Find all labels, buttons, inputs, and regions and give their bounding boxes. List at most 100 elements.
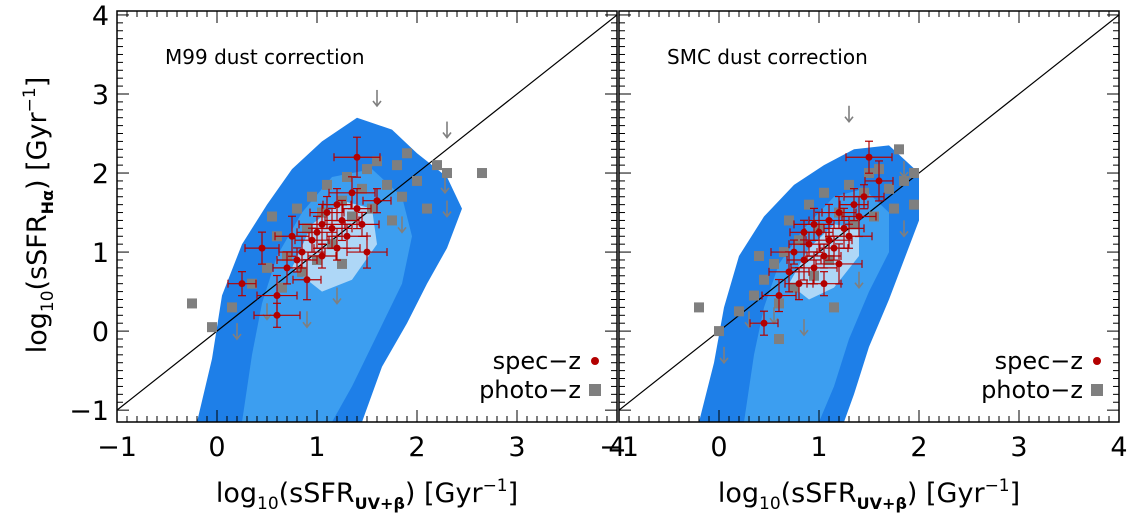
spec-z-point [819, 235, 849, 261]
y-tick-label: 3 [92, 80, 109, 111]
spec-z-point [843, 184, 885, 210]
spec-z-marker [820, 280, 828, 288]
upper-limit-arrow [844, 105, 854, 124]
arrow-head [302, 321, 312, 329]
spec-z-marker [815, 228, 823, 236]
spec-z-point [825, 223, 873, 249]
y-tick-label: 4 [92, 1, 109, 32]
upper-limit-arrow [899, 220, 909, 238]
arrow-head [440, 187, 450, 195]
photo-z-point [362, 164, 372, 175]
spec-z-marker [790, 248, 798, 256]
photo-z-point [819, 187, 829, 198]
spec-z-marker [293, 256, 301, 264]
spec-z-point [749, 310, 779, 336]
arrow-head [397, 226, 407, 234]
x-tick-label: 0 [710, 432, 727, 463]
arrow-head [854, 282, 864, 290]
photo-z-point [347, 211, 357, 222]
legend-photo-z-label: photo−z [479, 376, 581, 404]
upper-limit-arrow [440, 176, 450, 195]
photo-z-point [372, 156, 382, 167]
photo-z-point [307, 191, 317, 202]
x-title-end: ] [1010, 478, 1021, 509]
spec-z-marker [825, 236, 833, 244]
photo-z-point [829, 302, 839, 313]
spec-z-marker [358, 220, 366, 228]
x-tick-label: 1 [810, 432, 827, 463]
x-tick-label: 3 [1010, 432, 1027, 463]
panel-title: SMC dust correction [667, 45, 868, 69]
upper-limit-arrow [899, 161, 909, 179]
panel-title: M99 dust correction [165, 45, 365, 69]
y-axis-title: log10(sSFRHα) [Gyr−1] [20, 77, 58, 354]
spec-z-point [768, 251, 810, 293]
spec-z-marker [835, 209, 843, 217]
photo-z-point [789, 282, 799, 293]
legend-photo-z-marker [589, 384, 601, 396]
photo-z-point [889, 203, 899, 214]
spec-z-marker [273, 311, 281, 319]
spec-z-point [227, 271, 257, 297]
spec-z-point [815, 243, 863, 285]
photo-z-point [849, 219, 859, 230]
photo-z-point [909, 168, 919, 179]
spec-z-marker [800, 256, 808, 264]
spec-z-marker [323, 209, 331, 217]
y-tick-label: 2 [92, 159, 109, 190]
spec-z-marker [820, 252, 828, 260]
photo-z-point [909, 199, 919, 210]
x-axis-title-right: log10(sSFRUV+β) [Gyr−1] [718, 476, 1020, 514]
photo-z-point [357, 183, 367, 194]
photo-z-point [297, 266, 307, 277]
spec-z-marker [865, 153, 873, 161]
upper-limit-arrow [799, 319, 809, 337]
upper-limit-arrow [372, 89, 382, 108]
svg-text:log10(sSFRUV+β) [Gyr−1]: log10(sSFRUV+β) [Gyr−1] [718, 476, 1020, 514]
spec-z-point [342, 187, 372, 230]
spec-z-point [272, 251, 302, 285]
spec-z-point [344, 211, 380, 238]
x-title-index: UV+β [355, 494, 405, 513]
photo-z-point [267, 211, 277, 222]
svg-text:log10(sSFRHα) [Gyr−1]: log10(sSFRHα) [Gyr−1] [20, 77, 58, 354]
photo-z-point [734, 306, 744, 317]
spec-z-marker [313, 228, 321, 236]
photo-z-point [422, 203, 432, 214]
spec-z-marker [343, 232, 351, 240]
photo-z-point [432, 160, 442, 171]
plot-area [117, 14, 617, 422]
legend-spec-z-label: spec−z [995, 347, 1083, 375]
photo-z-point [277, 282, 287, 293]
x-tick-label: −1 [97, 432, 137, 463]
arrow-head [899, 171, 909, 179]
photo-z-point [382, 179, 392, 190]
photo-z-point [322, 179, 332, 190]
x-title-index: UV+β [857, 494, 907, 513]
spec-z-marker [835, 260, 843, 268]
spec-z-point [292, 259, 322, 301]
photo-z-point [337, 258, 347, 269]
spec-z-marker [373, 197, 381, 205]
spec-z-marker [318, 252, 326, 260]
x-title-paren: (sSFR [279, 478, 355, 509]
legend-photo-z-label: photo−z [981, 376, 1083, 404]
spec-z-point [274, 215, 310, 257]
arrow-head [899, 230, 909, 238]
spec-z-marker [760, 319, 768, 327]
spec-z-marker [800, 228, 808, 236]
upper-limit-arrow [442, 121, 452, 139]
photo-z-point [714, 326, 724, 337]
y-title-end: ] [22, 77, 53, 88]
spec-z-point [307, 243, 337, 269]
y-title-tail: ) [Gyr [22, 111, 53, 190]
y-tick-label: 1 [92, 238, 109, 269]
spec-z-marker [860, 193, 868, 201]
spec-z-point [839, 188, 869, 222]
photo-z-point [262, 262, 272, 273]
y-title-index: Hα [38, 190, 57, 214]
spec-z-marker [308, 236, 316, 244]
spec-z-marker [795, 280, 803, 288]
spec-z-marker [338, 216, 346, 224]
